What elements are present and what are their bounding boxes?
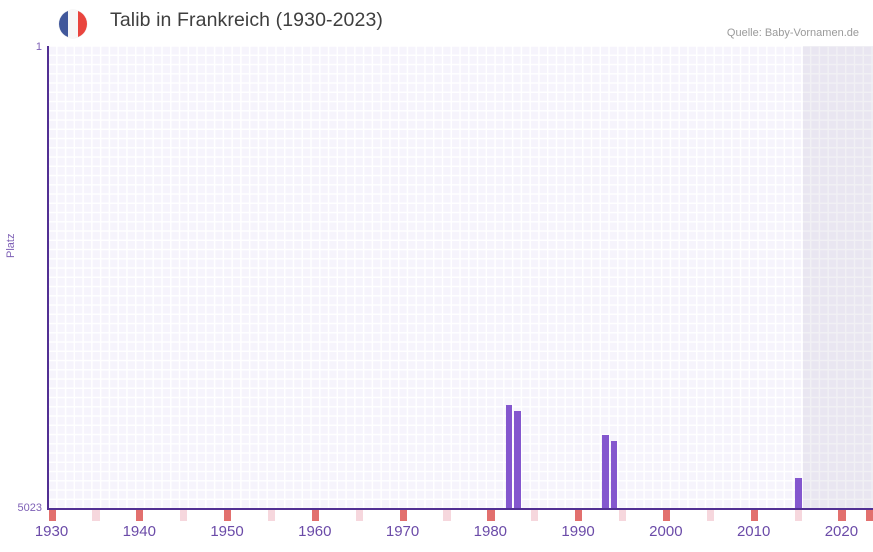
bar-2015[interactable] xyxy=(795,478,802,508)
x-axis-label-1990: 1990 xyxy=(561,523,595,540)
x-axis-label-1960: 1960 xyxy=(298,523,332,540)
x-tick-1960 xyxy=(311,510,319,521)
x-tick-1935 xyxy=(92,510,100,521)
y-axis-line xyxy=(47,46,49,509)
bars-layer xyxy=(48,46,873,508)
x-axis-label-1970: 1970 xyxy=(385,523,420,540)
x-tick-1955 xyxy=(267,510,276,521)
x-tick-1965 xyxy=(355,510,363,521)
x-axis-label-2020: 2020 xyxy=(824,523,859,540)
grid-lines xyxy=(48,46,873,508)
x-tick-1950 xyxy=(224,510,232,521)
x-tick-1975 xyxy=(443,510,451,521)
y-axis-top-label: 1 xyxy=(35,41,42,53)
x-axis-label-2010: 2010 xyxy=(736,523,771,540)
y-axis-title: Platz xyxy=(5,233,17,258)
x-axis-label-1940: 1940 xyxy=(122,523,156,540)
x-axis-tick-marks xyxy=(48,510,873,521)
x-tick-1990 xyxy=(575,510,583,521)
x-tick-2000 xyxy=(662,510,671,521)
bar-1994[interactable] xyxy=(610,441,618,508)
chart-header: Talib in Frankreich (1930-2023) Quelle: … xyxy=(0,0,873,46)
x-tick-1940 xyxy=(136,510,144,521)
bar-1983[interactable] xyxy=(514,411,521,508)
source-attribution: Quelle: Baby-Vornamen.de xyxy=(726,27,859,39)
x-axis-label-1930: 1930 xyxy=(34,523,69,540)
x-axis-line xyxy=(47,508,873,510)
page-title: Talib in Frankreich (1930-2023) xyxy=(110,9,383,31)
x-tick-1945 xyxy=(180,510,188,521)
x-tick-2010 xyxy=(750,510,758,521)
forecast-shaded-region xyxy=(802,46,873,508)
x-axis-label-2000: 2000 xyxy=(649,523,683,540)
bar-1982[interactable] xyxy=(505,404,512,508)
x-tick-1970 xyxy=(399,510,407,521)
x-tick-1995 xyxy=(618,510,627,521)
x-tick-1985 xyxy=(531,510,539,521)
plot-area xyxy=(48,46,873,508)
x-tick-2020 xyxy=(838,510,846,521)
x-axis-label-1980: 1980 xyxy=(473,523,508,540)
x-tick-end xyxy=(865,510,873,521)
x-tick-2005 xyxy=(706,510,714,521)
bar-1993[interactable] xyxy=(602,435,609,508)
x-tick-1980 xyxy=(487,510,495,521)
x-tick-2015 xyxy=(794,510,802,521)
x-tick-1930 xyxy=(48,510,56,521)
france-flag-icon xyxy=(59,10,87,38)
y-axis-bottom-label: 5023 xyxy=(17,502,42,514)
x-axis-label-1950: 1950 xyxy=(210,523,244,540)
